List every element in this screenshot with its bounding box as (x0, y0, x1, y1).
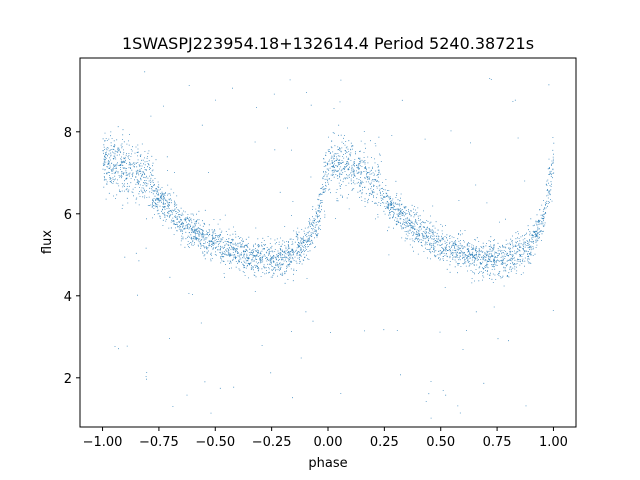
y-tick-label: 2 (64, 372, 72, 387)
x-tick-label: 1.00 (539, 435, 568, 450)
x-axis-label: phase (308, 456, 347, 471)
x-axis: −1.00 −0.75 −0.50 −0.25 0.00 0.25 0.50 0.75 1.00 (83, 427, 568, 450)
y-tick-label: 8 (64, 126, 72, 141)
plot-frame (79, 57, 577, 428)
x-tick-label: −0.50 (195, 435, 235, 450)
y-axis-label: flux (40, 230, 55, 254)
y-axis: 2 4 6 8 (64, 126, 80, 387)
x-tick-label: 0.25 (370, 435, 399, 450)
x-tick-label: −0.75 (139, 435, 179, 450)
x-tick-label: 0.00 (314, 435, 343, 450)
x-tick-label: −0.25 (252, 435, 292, 450)
chart-title: 1SWASPJ223954.18+132614.4 Period 5240.38… (122, 34, 534, 53)
x-tick-label: 0.50 (426, 435, 455, 450)
y-tick-label: 6 (64, 208, 72, 223)
scatter-points (102, 71, 555, 419)
x-tick-label: 0.75 (483, 435, 512, 450)
x-tick-label: −1.00 (83, 435, 123, 450)
y-tick-label: 4 (64, 290, 72, 305)
data-points (102, 71, 555, 419)
